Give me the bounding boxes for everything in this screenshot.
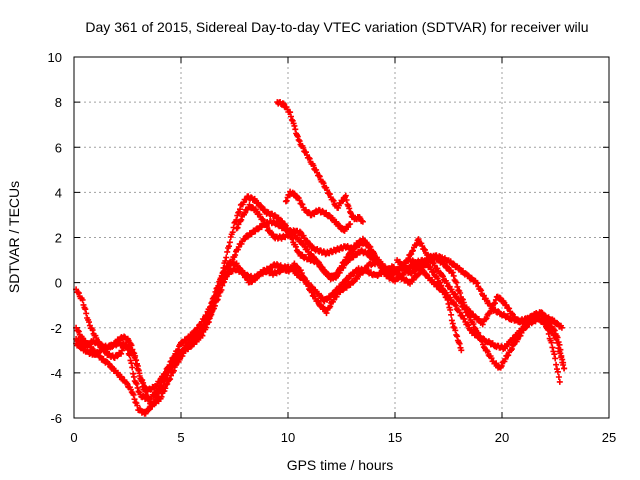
- x-tick-label: 0: [70, 430, 77, 445]
- y-tick-label: 8: [55, 95, 62, 110]
- y-axis-label: SDTVAR / TECUs: [6, 181, 22, 293]
- y-tick-label: 0: [55, 276, 62, 291]
- series-track-g: [282, 188, 354, 234]
- series-markers: [274, 99, 366, 225]
- x-tick-label: 25: [602, 430, 616, 445]
- series-track-e: [233, 201, 565, 331]
- axis-ticks: 0 5 10 15 20 25 -6 -4 -2 0 2 4 6 8 10: [48, 50, 617, 445]
- data-series: [73, 99, 568, 417]
- series-markers: [394, 257, 465, 354]
- plot-frame: [73, 56, 610, 419]
- y-tick-label: -2: [50, 321, 62, 336]
- x-tick-label: 5: [177, 430, 184, 445]
- series-markers: [282, 188, 354, 234]
- series-markers: [233, 201, 565, 331]
- chart-title: Day 361 of 2015, Sidereal Day-to-day VTE…: [85, 19, 588, 35]
- series-markers: [73, 254, 563, 395]
- x-tick-label: 20: [495, 430, 509, 445]
- x-tick-label: 15: [388, 430, 402, 445]
- y-tick-label: 10: [48, 50, 62, 65]
- series-track-f: [274, 99, 366, 225]
- y-tick-label: 4: [55, 185, 62, 200]
- y-tick-label: -4: [50, 366, 62, 381]
- series-track-d: [73, 254, 563, 395]
- y-tick-label: 2: [55, 231, 62, 246]
- grid-lines: [73, 56, 610, 419]
- y-tick-label: 6: [55, 140, 62, 155]
- x-tick-label: 10: [281, 430, 295, 445]
- x-axis-label: GPS time / hours: [287, 457, 394, 473]
- series-track-h: [394, 257, 465, 354]
- y-tick-label: -6: [50, 411, 62, 426]
